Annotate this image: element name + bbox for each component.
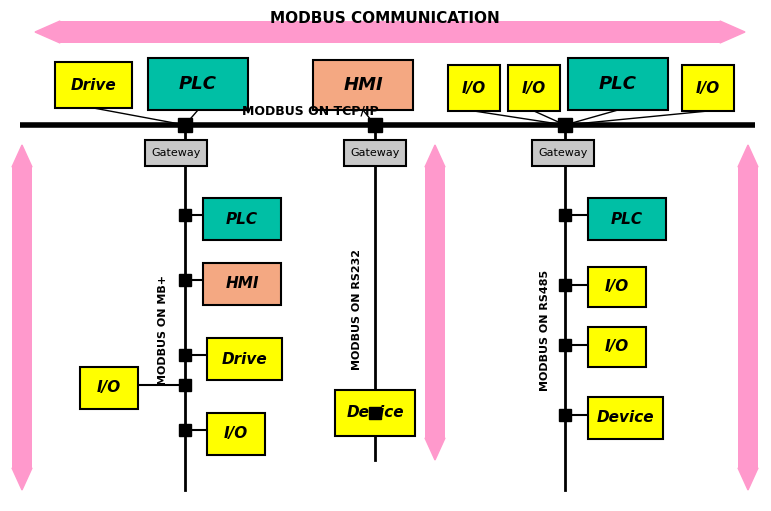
Text: Device: Device <box>597 410 655 426</box>
Bar <box>203 198 281 240</box>
Bar <box>179 424 191 436</box>
Text: HMI: HMI <box>343 76 383 94</box>
Bar <box>508 65 560 111</box>
Polygon shape <box>12 468 32 490</box>
Text: PLC: PLC <box>611 212 643 226</box>
Bar <box>80 367 138 409</box>
Text: Gateway: Gateway <box>151 148 200 158</box>
Bar <box>448 65 500 111</box>
Text: HMI: HMI <box>225 276 259 291</box>
Bar <box>588 198 666 240</box>
Text: I/O: I/O <box>224 427 248 442</box>
Bar <box>559 209 571 221</box>
Bar <box>588 267 646 307</box>
Text: I/O: I/O <box>696 81 720 96</box>
Bar <box>145 140 207 166</box>
Text: Gateway: Gateway <box>538 148 588 158</box>
Polygon shape <box>35 21 60 43</box>
Text: MODBUS ON RS232: MODBUS ON RS232 <box>352 249 362 370</box>
Bar <box>558 118 572 132</box>
Text: Device: Device <box>346 406 404 421</box>
Bar <box>568 58 668 110</box>
Text: PLC: PLC <box>179 75 217 93</box>
Bar <box>179 209 191 221</box>
Bar <box>12 167 32 468</box>
Polygon shape <box>738 145 758 167</box>
Bar <box>313 60 413 110</box>
Text: MODBUS COMMUNICATION: MODBUS COMMUNICATION <box>270 11 500 26</box>
Bar <box>682 65 734 111</box>
Text: Gateway: Gateway <box>350 148 399 158</box>
Text: I/O: I/O <box>605 339 629 355</box>
Text: MODBUS ON TCP/IP: MODBUS ON TCP/IP <box>241 104 379 117</box>
Text: Drive: Drive <box>71 78 116 92</box>
Bar <box>425 167 445 438</box>
Bar <box>588 327 646 367</box>
Bar <box>60 21 720 43</box>
Bar <box>207 338 282 380</box>
Text: PLC: PLC <box>226 212 258 226</box>
Text: I/O: I/O <box>605 280 629 294</box>
Bar <box>207 413 265 455</box>
Bar <box>368 118 382 132</box>
Bar <box>559 279 571 291</box>
Bar <box>179 379 191 391</box>
Text: MODBUS ON MB+: MODBUS ON MB+ <box>158 275 168 385</box>
Text: Drive: Drive <box>221 352 268 366</box>
Bar <box>588 397 663 439</box>
Bar <box>369 407 381 419</box>
Bar <box>532 140 594 166</box>
Text: I/O: I/O <box>97 381 121 396</box>
Polygon shape <box>425 438 445 460</box>
Bar <box>559 339 571 351</box>
Bar <box>738 167 758 468</box>
Bar <box>335 390 415 436</box>
Polygon shape <box>738 468 758 490</box>
Bar <box>178 118 192 132</box>
Polygon shape <box>720 21 745 43</box>
Polygon shape <box>12 145 32 167</box>
Bar <box>179 349 191 361</box>
Text: MODBUS ON RS485: MODBUS ON RS485 <box>540 269 550 390</box>
Text: PLC: PLC <box>599 75 637 93</box>
Bar <box>344 140 406 166</box>
Bar <box>203 263 281 305</box>
Bar <box>148 58 248 110</box>
Bar <box>55 62 132 108</box>
Text: I/O: I/O <box>522 81 546 96</box>
Polygon shape <box>425 145 445 167</box>
Text: I/O: I/O <box>462 81 487 96</box>
Bar <box>179 274 191 286</box>
Bar <box>559 409 571 421</box>
